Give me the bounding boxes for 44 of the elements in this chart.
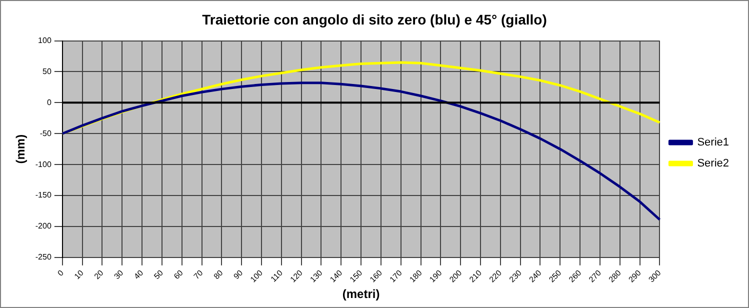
x-tick-label: 230 xyxy=(507,268,524,284)
x-tick-label: 60 xyxy=(172,268,186,282)
x-tick-label: 190 xyxy=(428,268,444,284)
x-tick-label: 200 xyxy=(448,268,464,284)
x-tick-label: 130 xyxy=(308,268,325,284)
x-tick-label: 300 xyxy=(646,268,664,284)
x-tick-label: 280 xyxy=(607,268,624,284)
x-tick-label: 220 xyxy=(488,268,504,284)
x-tick-label: 0 xyxy=(56,268,66,278)
x-tick-label: 170 xyxy=(388,268,404,284)
legend-label: Serie2 xyxy=(697,158,729,170)
x-tick-label: 90 xyxy=(232,268,245,282)
x-tick-label: 250 xyxy=(547,268,564,284)
x-tick-label: 260 xyxy=(567,268,584,284)
y-tick-label: -200 xyxy=(35,222,52,231)
x-tick-label: 70 xyxy=(192,268,206,282)
x-tick-label: 80 xyxy=(212,268,226,282)
x-tick-label: 290 xyxy=(626,268,644,284)
x-tick-label: 180 xyxy=(408,268,424,284)
legend-label: Serie1 xyxy=(697,136,729,149)
x-tick-label: 160 xyxy=(368,268,384,284)
y-tick-label: -100 xyxy=(35,160,52,169)
y-tick-label: 50 xyxy=(42,66,52,76)
y-tick-label: -150 xyxy=(35,190,52,200)
y-tick-label: -250 xyxy=(35,252,52,262)
x-tick-label: 10 xyxy=(72,268,86,282)
x-tick-label: 40 xyxy=(132,268,146,282)
y-axis-title: (mm) xyxy=(14,134,28,164)
x-tick-label: 210 xyxy=(468,268,484,284)
x-tick-label: 240 xyxy=(527,268,544,284)
y-tick-label: 100 xyxy=(38,36,52,46)
x-axis-title: (metri) xyxy=(342,287,380,302)
x-tick-label: 150 xyxy=(348,268,364,284)
x-tick-label: 50 xyxy=(152,268,166,282)
y-tick-label: 0 xyxy=(46,98,52,107)
x-tick-label: 110 xyxy=(269,268,285,284)
x-tick-label: 120 xyxy=(288,268,305,284)
x-tick-label: 270 xyxy=(587,268,604,284)
y-tick-label: -50 xyxy=(40,128,52,138)
chart-title: Traiettorie con angolo di sito zero (blu) e 45° (giallo) xyxy=(202,11,547,28)
x-tick-label: 20 xyxy=(92,268,106,282)
x-tick-label: 30 xyxy=(112,268,126,282)
x-tick-label: 140 xyxy=(328,268,344,284)
x-tick-label: 100 xyxy=(248,268,265,284)
